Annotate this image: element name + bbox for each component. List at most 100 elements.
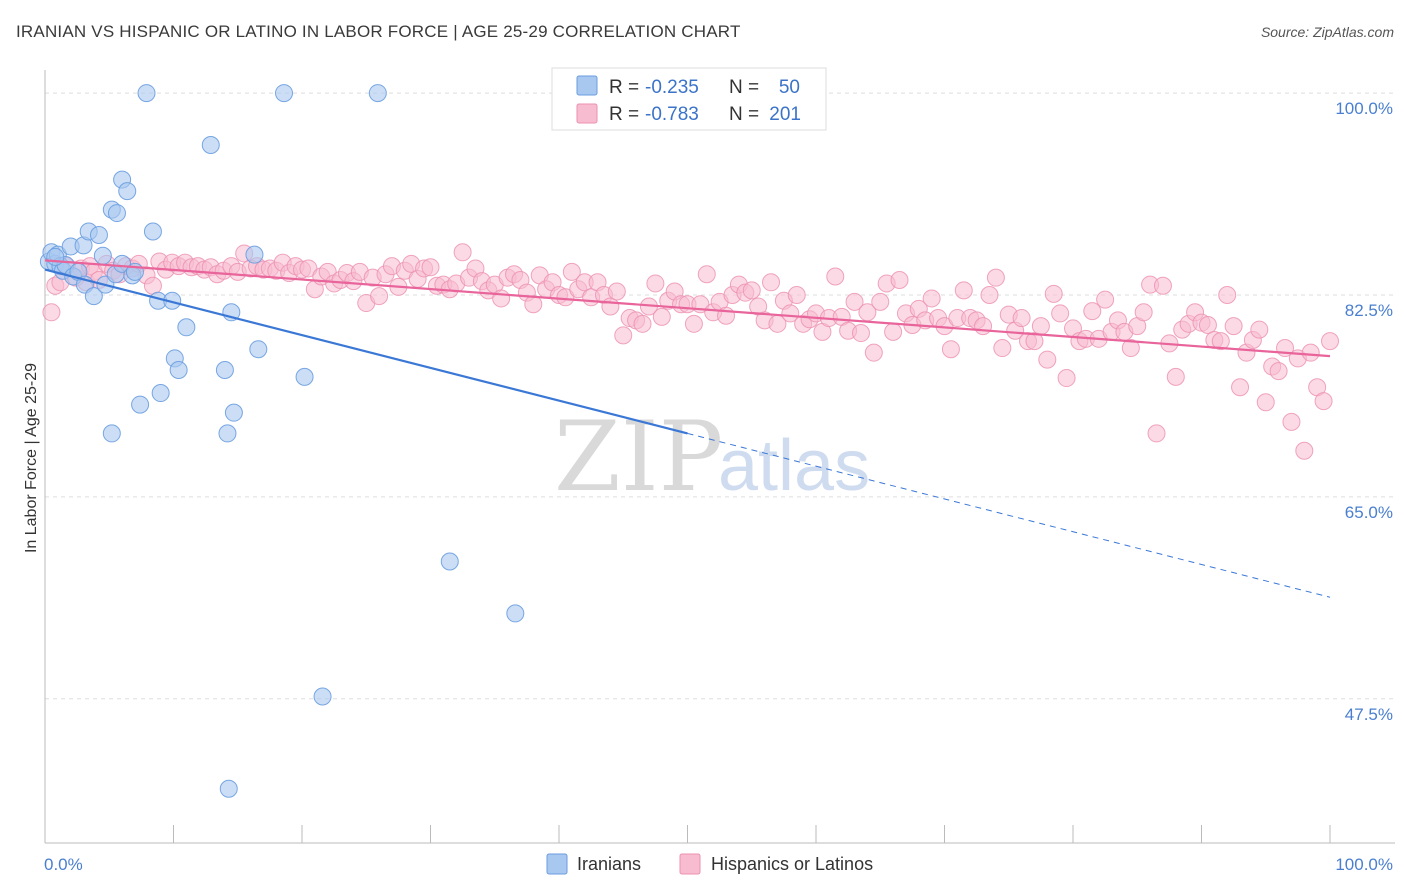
hispanic-point-156 [1038,350,1057,369]
x-tick-label-1: 100.0% [1335,855,1393,874]
hispanic-point-197 [1301,343,1320,362]
hispanic-point-126 [845,292,864,311]
iranian-point-44 [368,84,387,103]
watermark: ZIP atlas [554,401,870,513]
hispanic-point-89 [607,282,626,301]
hispanic-point-148 [986,268,1005,287]
y-tick-label-2: 82.5% [1345,301,1393,320]
hispanic-point-71 [492,289,511,308]
hispanic-point-143 [954,281,973,300]
y-axis-title: In Labor Force | Age 25-29 [23,363,40,553]
y-tick-label-1: 65.0% [1345,503,1393,522]
bottom-legend: Iranians Hispanics or Latinos [546,853,873,875]
hispanic-point-95 [646,274,665,293]
iranian-point-48 [102,424,121,443]
iranian-point-36 [218,424,237,443]
iranian-point-32 [169,360,188,379]
hispanic-point-82 [562,262,581,281]
hispanic-point-110 [742,281,761,300]
iranian-point-49 [46,247,65,266]
axes [44,70,1395,844]
hispanic-point-60 [421,258,440,277]
bottom-legend-swatch-iranians [546,853,568,875]
hispanic-point-200 [1321,332,1339,351]
legend-n-label-1: N = [729,77,759,98]
hispanic-point-154 [1025,332,1044,351]
y-tick-label-3: 100.0% [1335,99,1393,118]
iranian-point-19 [107,204,126,223]
hispanic-point-173 [1147,424,1166,443]
hispanic-point-113 [762,273,781,292]
hispanic-point-129 [864,343,883,362]
iranian-point-29 [151,384,170,403]
hispanic-point-192 [1269,362,1288,381]
hispanic-point-130 [871,292,890,311]
legend-n-value-2: 201 [769,104,801,125]
hispanic-point-183 [1211,332,1230,351]
iranian-point-15 [93,246,112,265]
hispanic-point-133 [890,270,909,289]
hispanic-trend-line [44,259,1331,358]
iranian-trend-line-extension [687,432,1331,598]
hispanic-point-157 [1044,284,1063,303]
hispanic-point-146 [974,317,993,336]
legend-n-value-1: 50 [779,77,800,98]
legend-r-value-2: -0.783 [645,104,699,125]
iranian-point-27 [143,222,162,241]
hispanic-point-189 [1250,320,1269,339]
iranian-point-33 [177,318,196,337]
hispanic-point-184 [1218,285,1237,304]
bottom-legend-hispanics: Hispanics or Latinos [711,854,873,874]
hispanic-point-81 [556,288,575,307]
hispanic-point-65 [453,243,472,262]
hispanic-point-174 [1153,276,1172,295]
x-tick-labels: 0.0% 100.0% [44,855,1393,874]
legend-box [551,67,827,131]
hispanic-point-132 [884,322,903,341]
iranian-point-45 [440,552,459,571]
hispanic-points [42,243,1339,460]
hispanic-point-90 [614,326,633,345]
hispanic-point-127 [851,324,870,343]
iranian-point-39 [245,245,264,264]
legend: R = -0.235 N = 50 R = -0.783 N = 201 [551,67,827,131]
iranian-point-20 [113,254,132,273]
hispanic-point-103 [697,265,716,284]
hispanic-point-163 [1083,302,1102,321]
iranian-point-38 [224,403,243,422]
hispanic-point-185 [1224,317,1243,336]
legend-n-label-2: N = [729,104,759,125]
chart-title: IRANIAN VS HISPANIC OR LATINO IN LABOR F… [16,22,741,41]
bottom-legend-iranians: Iranians [577,854,641,874]
hispanic-point-138 [922,289,941,308]
hispanic-point-116 [781,304,800,323]
x-tick-label-0: 0.0% [44,855,83,874]
iranian-points [39,84,525,798]
legend-r-label-2: R = [609,104,639,125]
hispanic-point-96 [652,307,671,326]
iranian-point-35 [215,360,234,379]
hispanic-point-93 [633,314,652,333]
y-tick-labels: 47.5% 65.0% 82.5% 100.0% [1335,99,1393,724]
iranian-point-14 [89,225,108,244]
hispanic-point-17 [143,276,162,295]
hispanic-point-88 [601,297,620,316]
iranian-point-46 [506,604,525,623]
hispanic-point-169 [1121,339,1140,358]
bottom-legend-swatch-hispanics [679,853,701,875]
hispanic-point-123 [826,267,845,286]
iranian-point-13 [84,287,103,306]
legend-r-value-1: -0.235 [645,77,699,98]
hispanic-point-155 [1031,317,1050,336]
hispanic-point-41 [299,259,318,278]
watermark-atlas: atlas [718,426,870,506]
hispanic-point-165 [1096,290,1115,309]
hispanic-point-0 [42,303,61,322]
hispanic-point-141 [941,340,960,359]
hispanic-point-190 [1256,393,1275,412]
grid-lines [45,92,1395,700]
iranian-point-47 [219,779,238,798]
hispanic-point-186 [1231,378,1250,397]
trend-lines [44,259,1331,598]
hispanic-point-117 [787,285,806,304]
